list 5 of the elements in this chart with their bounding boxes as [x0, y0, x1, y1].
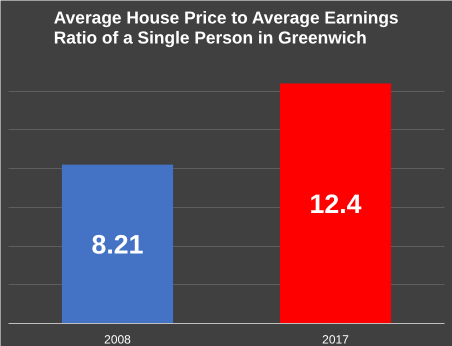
data-label: 8.21 [92, 230, 144, 260]
x-tick-label: 2008 [104, 332, 132, 346]
x-tick-label: 2017 [322, 332, 350, 346]
data-label: 12.4 [310, 188, 362, 219]
chart-title: Average House Price to Average Earnings Ratio of a Single Person in Greenwich [54, 8, 399, 48]
